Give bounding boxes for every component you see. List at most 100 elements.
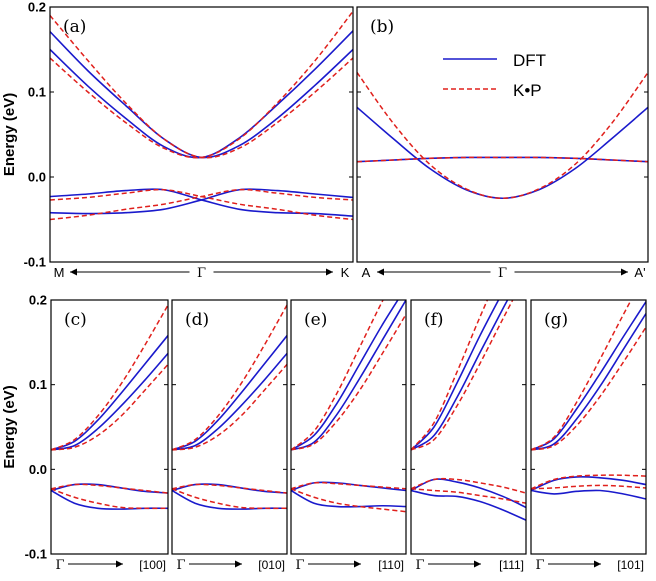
kp-band-g-4 bbox=[531, 484, 646, 490]
direction-label: [100] bbox=[139, 558, 166, 572]
dft-band-c-2 bbox=[51, 352, 168, 451]
panel-frame-e bbox=[290, 299, 407, 555]
kp-band-e-3 bbox=[291, 481, 406, 490]
panel-label-g: (g) bbox=[544, 310, 568, 330]
plot-area-a bbox=[50, 10, 353, 221]
dft-band-g-2 bbox=[531, 313, 646, 451]
kp-band-d-2 bbox=[172, 363, 287, 451]
kp-band-f-1 bbox=[411, 300, 489, 451]
right-arrow-head bbox=[326, 268, 333, 276]
plot-area-e bbox=[291, 300, 406, 513]
dft-band-c-1 bbox=[51, 335, 168, 451]
x-path-right-label: K bbox=[341, 265, 350, 280]
gamma-label: Γ bbox=[176, 558, 185, 573]
plot-area-f bbox=[411, 300, 526, 521]
dft-band-f-2 bbox=[411, 300, 509, 451]
y-tick-label: 0.0 bbox=[29, 462, 47, 477]
kp-band-f-3 bbox=[411, 477, 526, 494]
dft-band-e-1 bbox=[291, 300, 399, 451]
kp-band-a-2 bbox=[50, 10, 353, 159]
panel-label-d: (d) bbox=[185, 310, 209, 330]
dft-band-a-2 bbox=[50, 30, 353, 159]
dft-band-e-2 bbox=[291, 300, 406, 451]
panel-frame-a bbox=[49, 6, 354, 263]
direction-arrow-head bbox=[116, 560, 123, 568]
y-tick-label: 0.2 bbox=[28, 0, 46, 15]
gamma-label: Γ bbox=[55, 558, 64, 573]
kp-band-f-4 bbox=[411, 488, 526, 504]
dft-band-f-1 bbox=[411, 300, 500, 451]
y-tick-label: 0.2 bbox=[29, 293, 47, 308]
kp-band-d-1 bbox=[172, 304, 287, 451]
kp-band-c-1 bbox=[51, 304, 168, 451]
y-axis-label: Energy (eV) bbox=[1, 93, 18, 176]
panel-label-b: (b) bbox=[370, 17, 394, 37]
left-arrow-head bbox=[70, 268, 77, 276]
panel-frame-b bbox=[356, 6, 649, 263]
y-tick-label: 0.1 bbox=[29, 377, 47, 392]
dft-band-d-1 bbox=[172, 335, 287, 451]
panel-frame-g bbox=[530, 299, 647, 555]
direction-arrow-head bbox=[594, 560, 601, 568]
x-path-left-label: M bbox=[54, 265, 65, 280]
kp-band-e-2 bbox=[291, 314, 406, 451]
dft-band-f-4 bbox=[411, 489, 526, 521]
dft-band-e-4 bbox=[291, 489, 406, 508]
x-path-right-label: A' bbox=[634, 265, 645, 280]
dft-band-c-4 bbox=[51, 489, 168, 510]
direction-label: [101] bbox=[617, 558, 644, 572]
panel-label-f: (f) bbox=[424, 310, 444, 330]
dft-band-f-3 bbox=[411, 478, 526, 509]
kp-band-e-4 bbox=[291, 488, 406, 513]
kp-band-b-1 bbox=[357, 72, 648, 200]
panel-frame-f bbox=[410, 299, 527, 555]
direction-arrow-head bbox=[474, 560, 481, 568]
kp-band-g-1 bbox=[531, 300, 632, 451]
panel-label-e: (e) bbox=[304, 310, 327, 330]
gamma-label: Γ bbox=[535, 558, 544, 573]
y-tick-label: -0.1 bbox=[25, 547, 47, 562]
right-arrow-head bbox=[621, 268, 628, 276]
plot-area-b bbox=[357, 72, 648, 200]
kp-band-g-2 bbox=[531, 326, 646, 451]
y-axis-label: Energy (eV) bbox=[1, 385, 18, 468]
gamma-label: Γ bbox=[197, 266, 206, 281]
kp-band-f-2 bbox=[411, 300, 514, 451]
plot-area-g bbox=[531, 300, 646, 500]
kp-band-a-3 bbox=[50, 188, 353, 221]
legend-kp-label: K•P bbox=[513, 81, 542, 100]
kp-band-d-4 bbox=[172, 488, 287, 510]
direction-arrow-head bbox=[354, 560, 361, 568]
y-tick-label: -0.1 bbox=[24, 255, 46, 270]
dft-band-b-1 bbox=[357, 106, 648, 200]
kp-band-a-1 bbox=[50, 15, 353, 159]
direction-label: [110] bbox=[378, 558, 404, 572]
kp-band-e-1 bbox=[291, 300, 384, 451]
kp-band-b-2 bbox=[357, 156, 648, 163]
kp-band-c-3 bbox=[51, 483, 168, 494]
dft-band-d-2 bbox=[172, 352, 287, 451]
kp-band-c-2 bbox=[51, 363, 168, 451]
gamma-label: Γ bbox=[415, 558, 424, 573]
panel-label-a: (a) bbox=[63, 17, 86, 37]
x-path-left-label: A bbox=[362, 265, 371, 280]
dft-band-g-4 bbox=[531, 489, 646, 500]
y-tick-label: 0.1 bbox=[28, 85, 46, 100]
panel-label-c: (c) bbox=[64, 310, 87, 330]
gamma-label: Γ bbox=[295, 558, 304, 573]
direction-arrow-head bbox=[235, 560, 242, 568]
kp-band-d-3 bbox=[172, 483, 287, 494]
direction-label: [111] bbox=[499, 558, 524, 572]
plot-area-c bbox=[51, 304, 168, 510]
y-tick-label: 0.0 bbox=[28, 170, 46, 185]
panel-frame-d bbox=[171, 299, 288, 555]
gamma-label: Γ bbox=[498, 266, 507, 281]
kp-band-c-4 bbox=[51, 488, 168, 510]
panel-frame-c bbox=[50, 299, 169, 555]
kp-band-g-3 bbox=[531, 474, 646, 490]
plot-area-d bbox=[172, 304, 287, 510]
legend-dft-label: DFT bbox=[513, 51, 546, 70]
direction-label: [010] bbox=[258, 558, 285, 572]
dft-band-g-1 bbox=[531, 301, 646, 451]
